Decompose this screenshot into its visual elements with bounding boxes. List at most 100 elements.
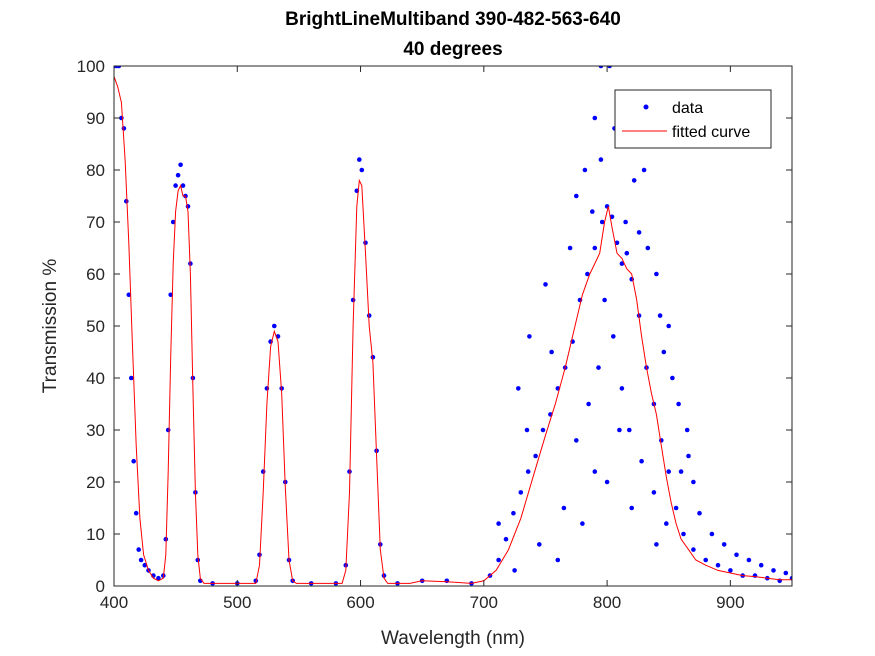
y-tick-label: 80 [86, 161, 105, 180]
y-tick-label: 50 [86, 317, 105, 336]
data-point [582, 167, 588, 173]
data-point [366, 313, 372, 318]
y-tick-label: 30 [86, 421, 105, 440]
data-point [641, 167, 647, 173]
data-point [734, 552, 739, 558]
data-point [661, 349, 667, 355]
x-tick-label: 700 [470, 593, 498, 612]
data-point [180, 183, 186, 188]
data-point [709, 531, 715, 537]
data-point [272, 323, 277, 329]
x-axis: 400 500 600 700 800 900 [100, 66, 745, 612]
data-point [636, 230, 642, 235]
data-point [686, 453, 691, 459]
data-point [131, 458, 136, 464]
data-point [173, 183, 178, 188]
data-point [129, 375, 134, 381]
data-point [580, 521, 585, 526]
data-point [598, 157, 604, 162]
data-point [684, 427, 690, 433]
data-point [659, 438, 664, 443]
data-point [619, 386, 625, 391]
data-point [124, 198, 129, 204]
x-tick-label: 600 [346, 593, 374, 612]
y-tick-label: 90 [86, 109, 105, 128]
y-tick-label: 100 [77, 57, 105, 76]
chart-title-line-1: BrightLineMultiband 390-482-563-640 [285, 9, 621, 30]
data-point [657, 313, 663, 318]
data-point [185, 204, 191, 209]
data-point [670, 375, 675, 381]
chart-title-line-2: 40 degrees [403, 39, 502, 60]
data-point [746, 557, 752, 563]
data-point [664, 521, 669, 526]
data-point [617, 427, 622, 433]
data-point [527, 334, 532, 339]
data-point [703, 557, 708, 563]
data-point [592, 469, 598, 474]
data-point [116, 66, 122, 69]
data-point [645, 245, 651, 251]
data-point [691, 547, 696, 552]
data-point [359, 167, 365, 173]
data-point [496, 521, 501, 526]
data-point [691, 479, 696, 485]
y-tick-label: 40 [86, 369, 105, 388]
fit-layer [114, 76, 792, 584]
data-point [133, 510, 139, 516]
data-point [627, 427, 632, 433]
data-point [629, 505, 634, 511]
data-point [549, 349, 554, 355]
x-axis-label: Wavelength (nm) [381, 628, 525, 649]
data-point [728, 568, 733, 573]
data-point [567, 245, 573, 251]
data-point [511, 510, 516, 516]
x-tick-label: 500 [223, 593, 251, 612]
data-point [598, 66, 604, 69]
data-point [496, 557, 501, 563]
data-point [444, 578, 450, 584]
data-point [257, 552, 262, 558]
y-tick-label: 70 [86, 213, 105, 232]
data-point [518, 490, 524, 495]
legend-label-data: data [672, 100, 703, 117]
data-point [121, 126, 127, 131]
data-point [715, 562, 721, 568]
data-point [666, 469, 671, 474]
fitted-curve-line [114, 76, 792, 584]
data-point [758, 562, 764, 568]
data-point [602, 297, 607, 303]
data-point [673, 505, 679, 511]
data-point [721, 542, 727, 547]
data-point [604, 479, 610, 485]
data-point [516, 386, 521, 391]
data-point [631, 178, 637, 183]
data-point [357, 157, 362, 162]
data-point [543, 282, 548, 287]
legend-data-marker [643, 104, 649, 110]
data-point [555, 557, 561, 563]
data-point [136, 547, 141, 552]
data-point [611, 334, 616, 339]
data-point [533, 453, 538, 459]
data-point [574, 193, 579, 199]
data-point [350, 297, 356, 303]
data-point [170, 219, 176, 225]
data-point [681, 531, 686, 537]
y-tick-label: 0 [96, 577, 105, 596]
data-point [503, 536, 509, 542]
y-tick-label: 60 [86, 265, 105, 284]
data-point [596, 365, 601, 370]
data-point [639, 458, 644, 464]
data-point [574, 438, 579, 443]
data-point [165, 427, 171, 433]
data-point [590, 209, 595, 214]
data-point [614, 240, 620, 246]
data-point [654, 542, 659, 547]
data-point [260, 469, 266, 474]
data-point [623, 219, 628, 225]
data-point [524, 427, 530, 433]
data-point [592, 115, 598, 121]
x-tick-label: 400 [100, 593, 128, 612]
data-point [619, 261, 625, 266]
